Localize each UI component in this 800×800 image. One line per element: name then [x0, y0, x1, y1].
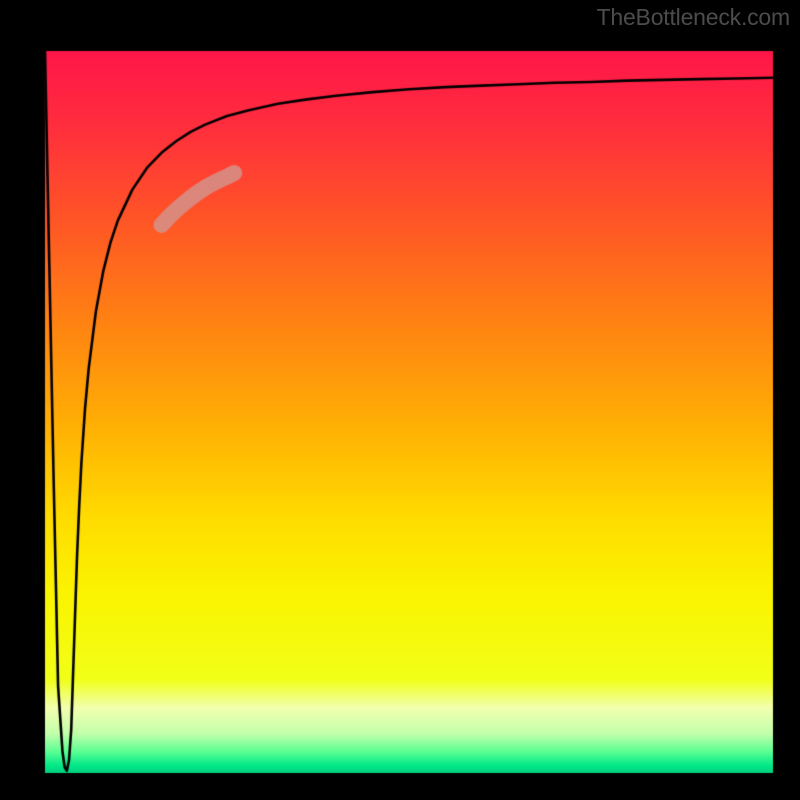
bottleneck-curve: [0, 0, 800, 800]
chart-container: TheBottleneck.com: [0, 0, 800, 800]
